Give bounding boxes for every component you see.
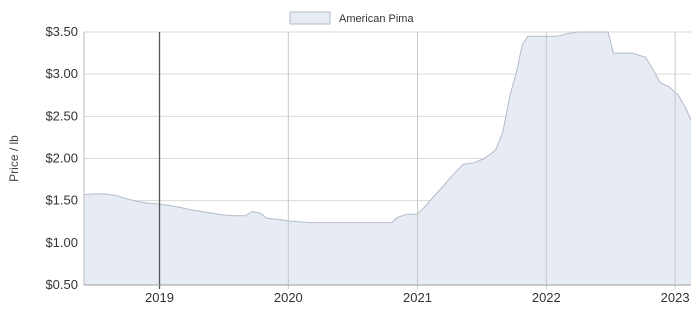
y-tick-label: $2.50 <box>45 108 78 123</box>
y-tick-label: $1.50 <box>45 193 78 208</box>
y-axis-tick-labels: $0.50 $1.00 $1.50 $2.00 $2.50 $3.00 $3.50 <box>45 24 78 292</box>
x-tick-label: 2022 <box>532 290 561 305</box>
y-axis-label: Price / lb <box>7 135 21 182</box>
x-tick-label: 2023 <box>661 290 690 305</box>
legend-label-american-pima: American Pima <box>339 13 414 25</box>
y-tick-label: $3.50 <box>45 24 78 39</box>
area-fill-american-pima <box>84 32 691 285</box>
y-tick-label: $0.50 <box>45 277 78 292</box>
x-tick-label: 2020 <box>274 290 303 305</box>
x-tick-label: 2019 <box>145 290 174 305</box>
y-tick-label: $2.00 <box>45 151 78 166</box>
legend[interactable]: American Pima <box>289 11 414 25</box>
x-axis-tick-labels: 2019 2020 2021 2022 2023 <box>145 290 690 305</box>
y-tick-label: $3.00 <box>45 66 78 81</box>
legend-swatch <box>289 11 331 25</box>
year-marker-lines <box>83 32 691 289</box>
x-tick-label: 2021 <box>403 290 432 305</box>
y-tick-label: $1.00 <box>45 235 78 250</box>
